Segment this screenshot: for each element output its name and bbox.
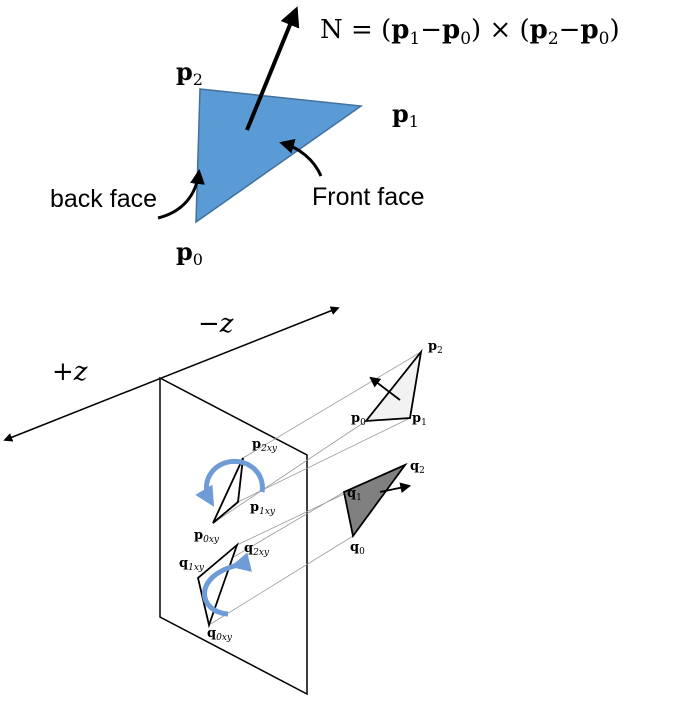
p-rotation-arrow	[195, 458, 265, 507]
label-p1-3d: p1	[412, 411, 427, 428]
p-triangle-3d	[364, 348, 423, 423]
q-rotation-arrow	[202, 552, 253, 617]
blue-triangle	[195, 88, 364, 224]
vertex-label-p1: p1	[392, 99, 419, 131]
vertex-label-p2: p2	[176, 57, 203, 89]
plus-z-label: +z	[52, 357, 88, 387]
label-p2-3d: p2	[428, 339, 443, 356]
front-face-label: Front face	[312, 183, 425, 211]
label-p0-3d: p0	[351, 411, 366, 428]
screen-plane	[159, 376, 308, 696]
q-triangle-3d	[342, 462, 408, 539]
front-face-arrow	[279, 138, 323, 177]
label-p0xy: p0xy	[194, 528, 220, 545]
label-q1-3d: q1	[347, 486, 362, 503]
q-triangle-normal-arrow	[379, 482, 412, 494]
p-triangle-projected	[212, 457, 244, 524]
label-q1xy: q1xy	[179, 556, 205, 573]
z-axis-line	[3, 306, 340, 442]
label-p2xy: p2xy	[252, 437, 278, 454]
projection-figure: −z +z p2 p1 p0	[3, 306, 443, 696]
label-q0xy: q0xy	[207, 626, 233, 643]
label-q0-3d: q0	[350, 540, 365, 557]
label-p1xy: p1xy	[250, 500, 276, 517]
minus-z-label: −z	[198, 309, 234, 339]
back-face-arrow	[157, 169, 205, 220]
label-q2-3d: q2	[410, 459, 425, 476]
p-triangle-normal-arrow	[369, 376, 401, 401]
normal-formula: N = (p1−p0) × (p2−p0)	[320, 15, 620, 49]
front-facing-triangle-figure: N = (p1−p0) × (p2−p0) p2 p1 p0 back face…	[50, 6, 620, 269]
back-face-label: back face	[50, 185, 157, 213]
label-q2xy: q2xy	[244, 541, 270, 558]
normal-vector-arrow	[245, 6, 300, 131]
vertex-label-p0: p0	[176, 237, 203, 269]
